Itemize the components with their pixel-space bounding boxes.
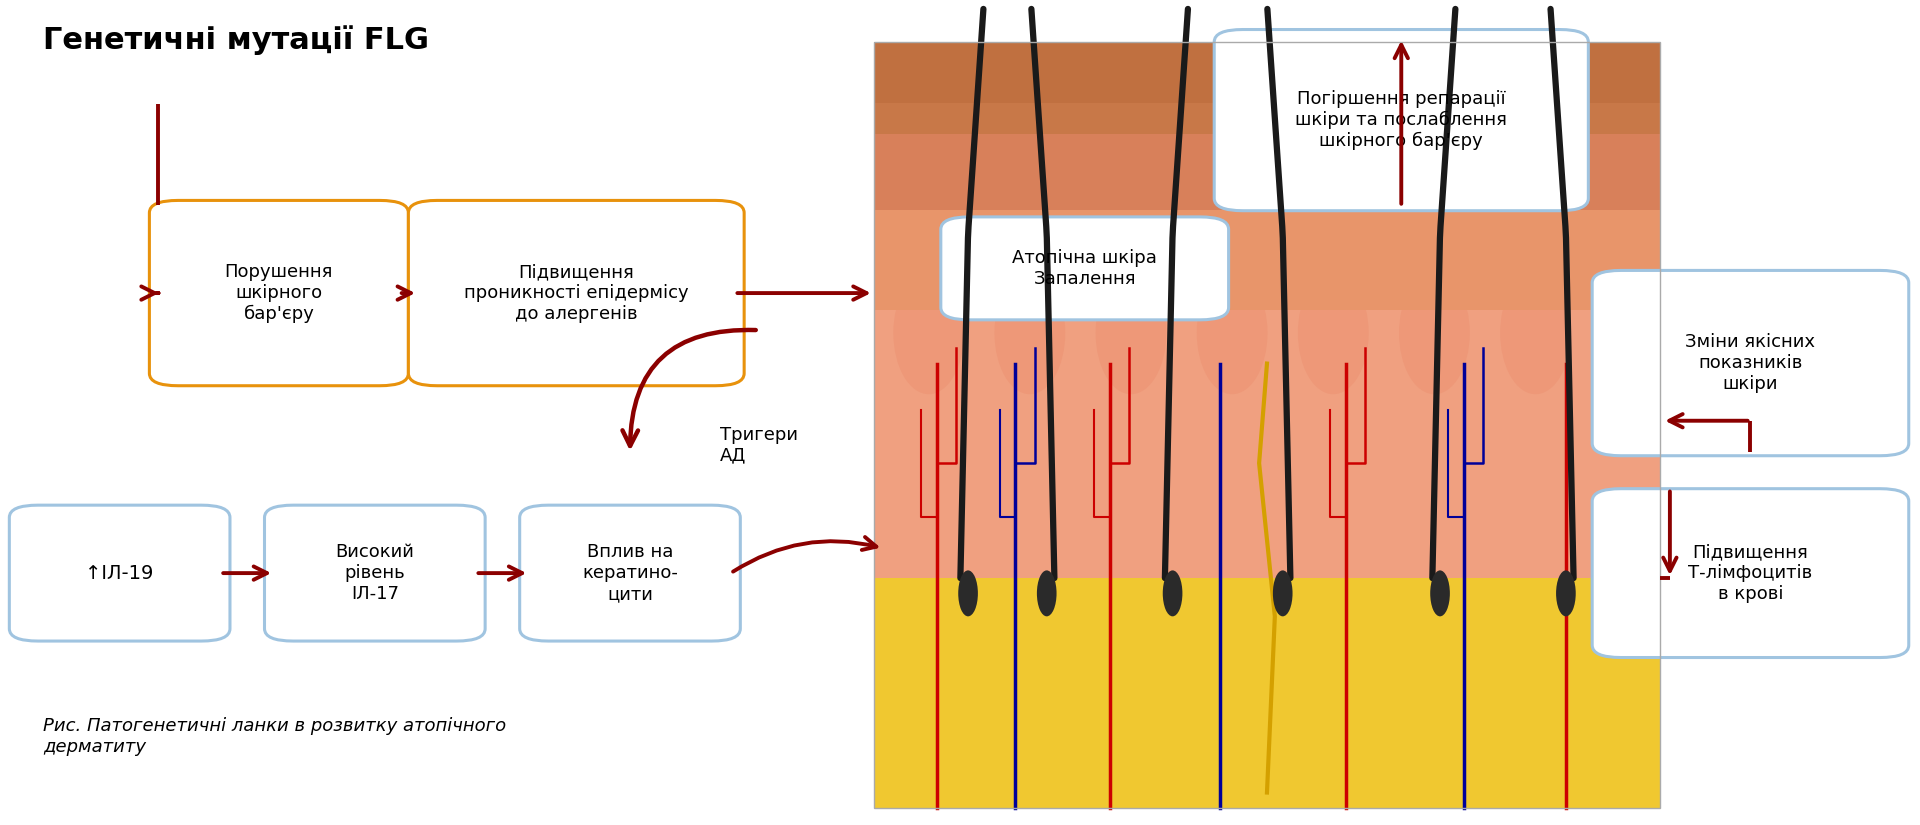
FancyBboxPatch shape [409,200,745,386]
Ellipse shape [1298,271,1369,394]
Ellipse shape [1400,271,1471,394]
Ellipse shape [995,271,1066,394]
Ellipse shape [893,271,964,394]
Ellipse shape [1430,570,1450,616]
FancyBboxPatch shape [1592,488,1908,658]
Text: Рис. Патогенетичні ланки в розвитку атопічного
дерматиту: Рис. Патогенетичні ланки в розвитку атоп… [42,717,507,756]
Bar [874,42,1661,103]
Text: Підвищення
Т-лімфоцитів
в крові: Підвищення Т-лімфоцитів в крові [1688,544,1812,603]
Bar [874,42,1661,808]
FancyBboxPatch shape [10,505,230,641]
Bar [874,80,1661,134]
Ellipse shape [958,570,977,616]
Text: Вплив на
кератино-
цити: Вплив на кератино- цити [582,544,678,603]
Ellipse shape [1096,271,1167,394]
Ellipse shape [1555,570,1576,616]
Bar [874,578,1661,808]
Text: Порушення
шкірного
бар'єру: Порушення шкірного бар'єру [225,263,332,323]
FancyBboxPatch shape [265,505,486,641]
FancyBboxPatch shape [520,505,741,641]
Ellipse shape [1273,570,1292,616]
Bar [874,310,1661,578]
Text: Зміни якісних
показників
шкіри: Зміни якісних показників шкіри [1686,333,1816,393]
Ellipse shape [1196,271,1267,394]
Bar [874,210,1661,310]
FancyBboxPatch shape [1592,271,1908,455]
Text: Атопічна шкіра
Запалення: Атопічна шкіра Запалення [1012,249,1158,288]
FancyBboxPatch shape [941,217,1229,320]
Ellipse shape [1500,271,1571,394]
FancyBboxPatch shape [1213,30,1588,210]
Text: ↑ІЛ-19: ↑ІЛ-19 [86,563,154,582]
Text: Підвищення
проникності епідермісу
до алергенів: Підвищення проникності епідермісу до але… [465,263,689,323]
Bar [874,134,1661,210]
Text: Високий
рівень
ІЛ-17: Високий рівень ІЛ-17 [336,544,415,603]
Ellipse shape [1037,570,1056,616]
Text: Тригери
АД: Тригери АД [720,426,799,464]
Ellipse shape [1601,271,1672,394]
Text: Генетичні мутації FLG: Генетичні мутації FLG [42,26,428,55]
Ellipse shape [1164,570,1183,616]
FancyBboxPatch shape [150,200,409,386]
Text: Погіршення репарації
шкіри та послаблення
шкірного бар'єру: Погіршення репарації шкіри та послабленн… [1296,90,1507,150]
